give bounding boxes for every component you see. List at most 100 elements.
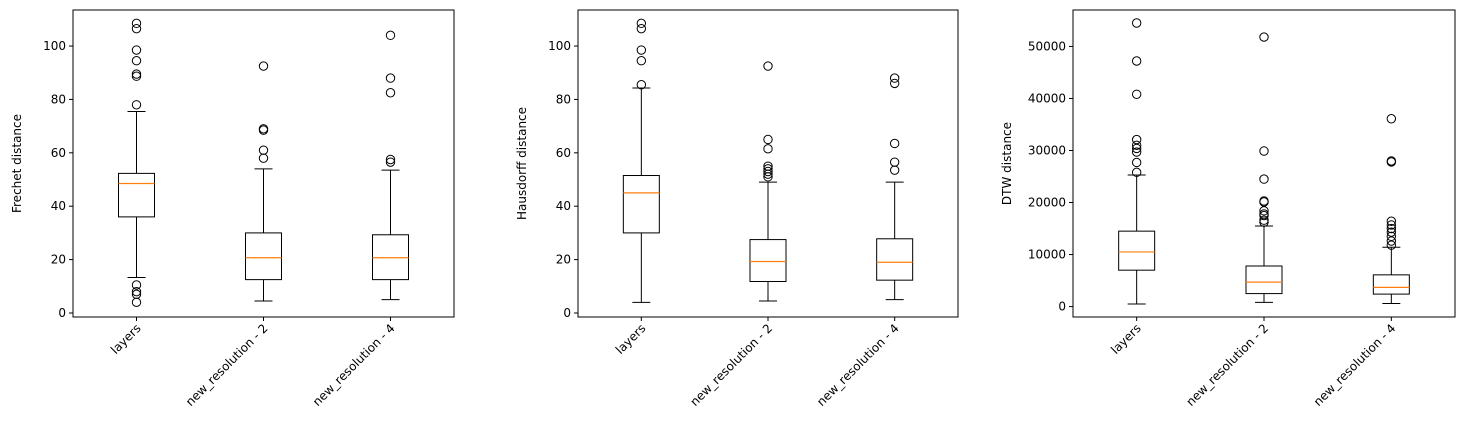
x-tick-label: new_resolution - 4	[310, 321, 398, 409]
outlier-point	[1131, 140, 1142, 150]
outlier-point	[763, 61, 773, 71]
outlier-point	[1131, 167, 1142, 178]
y-tick-label: 40	[51, 199, 66, 213]
box-0	[622, 18, 660, 303]
plot-frame	[577, 9, 959, 318]
box-1	[245, 61, 282, 302]
y-tick-label: 0	[1058, 300, 1066, 314]
outlier-point	[636, 80, 647, 90]
outlier-point	[131, 56, 142, 66]
outlier-point	[385, 30, 396, 41]
x-tick-label: new_resolution - 2	[687, 321, 775, 409]
iqr-box	[876, 238, 914, 281]
y-tick-label: 60	[556, 146, 571, 160]
outlier-point	[1259, 210, 1269, 221]
y-axis-label: Frechet distance	[10, 114, 24, 213]
outlier-point	[258, 125, 269, 135]
box-1	[1245, 32, 1283, 303]
outlier-point	[1386, 216, 1397, 226]
box-1	[749, 61, 787, 302]
outlier-point	[763, 166, 773, 177]
y-tick-label: 20	[51, 253, 66, 267]
box-2	[372, 30, 409, 301]
x-tick-label: new_resolution - 2	[1183, 321, 1271, 409]
outlier-point	[763, 134, 773, 145]
outlier-point	[1386, 220, 1397, 230]
iqr-box	[1245, 265, 1283, 295]
frechet-distance-panel: 0 20 40 60 80 100 Frechet distance layers new_re…	[10, 9, 455, 409]
outlier-point	[1131, 147, 1142, 157]
y-tick-label: 20	[556, 253, 571, 267]
x-tick-label: layers	[613, 321, 649, 357]
y-tick-label: 0	[563, 306, 571, 320]
y-axis-label: Hausdorff distance	[515, 107, 529, 220]
x-tick-label: layers	[108, 321, 144, 357]
outlier-point	[385, 157, 396, 167]
y-tick-label: 100	[43, 39, 66, 53]
outlier-point	[258, 153, 269, 163]
outlier-point	[1386, 114, 1397, 124]
outlier-point	[131, 297, 142, 308]
box-0	[118, 18, 155, 308]
y-tick-label: 80	[51, 92, 66, 106]
outlier-point	[889, 157, 900, 167]
outlier-point	[889, 73, 900, 83]
iqr-box	[749, 239, 787, 282]
outlier-point	[1259, 32, 1269, 42]
x-tick-label: new_resolution - 2	[183, 321, 271, 409]
outlier-point	[385, 88, 396, 98]
outlier-point	[1259, 206, 1269, 216]
box-2	[876, 73, 914, 301]
outlier-point	[763, 172, 773, 182]
outlier-point	[1131, 143, 1142, 154]
outlier-point	[258, 61, 269, 71]
iqr-box	[622, 175, 660, 234]
box-2	[1372, 114, 1410, 304]
iqr-box	[1118, 230, 1156, 271]
outlier-point	[131, 23, 142, 34]
plot-frame	[72, 9, 455, 318]
outlier-point	[636, 18, 647, 29]
y-tick-label: 50000	[1028, 39, 1066, 53]
plot-frame	[1072, 9, 1456, 318]
y-tick-label: 40	[556, 199, 571, 213]
outlier-point	[131, 71, 142, 81]
outlier-point	[131, 286, 142, 297]
dtw-distance-panel: 0 10000 20000 30000 40000 50000 DTW distance la…	[1000, 9, 1456, 409]
outlier-point	[889, 165, 900, 175]
x-tick-label: new_resolution - 4	[1311, 321, 1399, 409]
outlier-point	[1131, 56, 1142, 66]
outlier-point	[131, 100, 142, 110]
outlier-point	[131, 18, 142, 29]
outlier-point	[636, 45, 647, 55]
outlier-point	[763, 169, 773, 179]
y-tick-label: 60	[51, 146, 66, 160]
outlier-point	[1131, 157, 1142, 168]
outlier-point	[1131, 89, 1142, 99]
y-tick-label: 10000	[1028, 248, 1066, 262]
outlier-point	[1131, 18, 1142, 28]
iqr-box	[118, 172, 155, 218]
outlier-point	[385, 154, 396, 165]
outlier-point	[636, 56, 647, 66]
x-tick-label: new_resolution - 4	[814, 321, 902, 409]
x-tick-label: layers	[1108, 321, 1144, 357]
hausdorff-distance-panel: 0 20 40 60 80 100 Hausdorff distance layers new_…	[515, 9, 959, 409]
outlier-point	[258, 145, 269, 155]
box-0	[1118, 18, 1156, 305]
y-tick-label: 30000	[1028, 143, 1066, 157]
y-tick-label: 100	[548, 39, 571, 53]
y-axis-label: DTW distance	[1000, 122, 1014, 205]
outlier-point	[131, 45, 142, 55]
iqr-box	[245, 232, 282, 281]
outlier-point	[889, 138, 900, 149]
outlier-point	[1259, 217, 1269, 227]
y-tick-label: 80	[556, 92, 571, 106]
y-tick-label: 20000	[1028, 196, 1066, 210]
outlier-point	[1386, 223, 1397, 234]
outlier-point	[1386, 157, 1397, 167]
y-tick-label: 0	[58, 306, 66, 320]
y-tick-label: 40000	[1028, 91, 1066, 105]
outlier-point	[889, 78, 900, 89]
outlier-point	[1259, 174, 1269, 184]
